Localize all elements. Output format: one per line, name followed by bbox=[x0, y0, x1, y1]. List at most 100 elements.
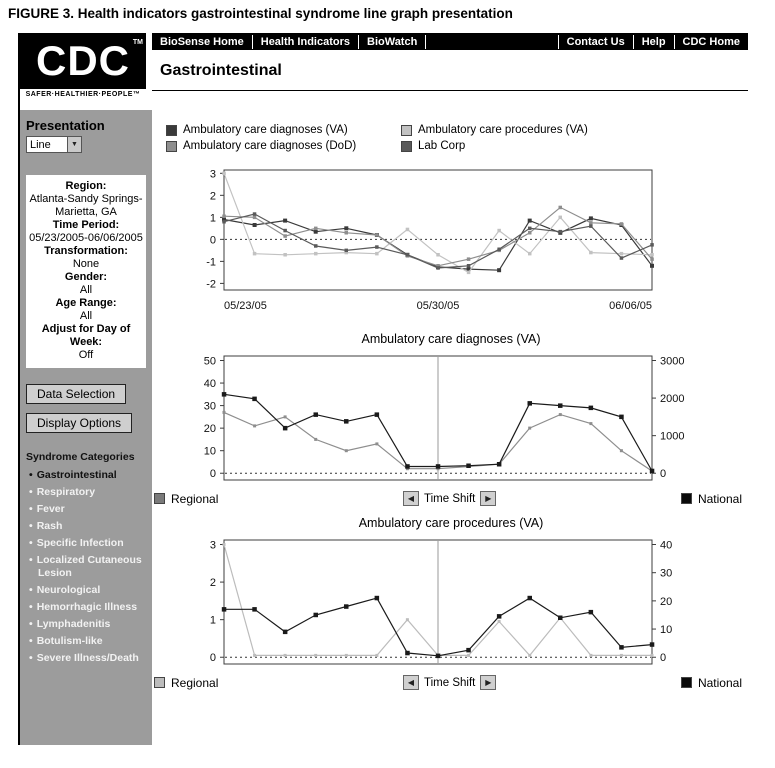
chevron-down-icon[interactable]: ▼ bbox=[67, 137, 81, 152]
category-respiratory[interactable]: • Respiratory bbox=[26, 486, 146, 499]
category-lymphadenitis[interactable]: • Lymphadenitis bbox=[26, 618, 146, 631]
marker-regional bbox=[283, 415, 287, 419]
marker-regional bbox=[467, 653, 471, 657]
nav-help[interactable]: Help bbox=[632, 34, 674, 49]
cdc-logo-tm: TM bbox=[132, 39, 143, 46]
marker-ambulatory-care-procedures-va bbox=[650, 253, 654, 257]
marker-national bbox=[527, 401, 532, 406]
figure-caption: FIGURE 3. Health indicators gastrointest… bbox=[8, 6, 513, 21]
time-shift-next-button[interactable]: ▶ bbox=[480, 675, 497, 690]
marker-national bbox=[558, 615, 563, 620]
marker-national bbox=[313, 612, 318, 618]
time-shift-prev-button[interactable]: ◀ bbox=[403, 675, 419, 690]
presentation-select-value: Line bbox=[30, 138, 51, 151]
marker-ambulatory-care-procedures-va bbox=[589, 250, 593, 255]
marker-ambulatory-care-diagnoses-dod bbox=[436, 264, 440, 268]
presentation-select[interactable]: Line ▼ bbox=[26, 136, 82, 153]
marker-regional bbox=[344, 449, 348, 453]
marker-regional bbox=[283, 653, 287, 657]
gender-label: Gender: bbox=[64, 271, 108, 283]
marker-lab-corp bbox=[436, 266, 440, 270]
legend-item-lab-corp: Lab Corp bbox=[401, 140, 750, 152]
y-tick-label: 40 bbox=[204, 378, 216, 390]
cdc-logo[interactable]: CDC TM bbox=[20, 33, 146, 89]
marker-regional bbox=[344, 653, 348, 657]
marker-ambulatory-care-diagnoses-dod bbox=[222, 214, 226, 218]
category-neurological[interactable]: • Neurological bbox=[26, 584, 146, 597]
marker-regional bbox=[528, 426, 532, 430]
y-tick-label: 3 bbox=[210, 540, 216, 552]
marker-national bbox=[466, 647, 471, 653]
time-shift-label: Time Shift bbox=[424, 676, 476, 689]
marker-ambulatory-care-diagnoses-dod bbox=[558, 205, 562, 210]
y-tick-label: 2000 bbox=[660, 393, 684, 405]
marker-national bbox=[496, 462, 502, 467]
marker-regional bbox=[405, 467, 409, 471]
marker-ambulatory-care-diagnoses-va bbox=[650, 263, 654, 268]
time-period-label: Time Period: bbox=[52, 219, 120, 231]
marker-national bbox=[282, 629, 288, 635]
time-shift-next-button[interactable]: ▶ bbox=[480, 491, 497, 506]
y-tick-label: 1 bbox=[210, 615, 216, 627]
marker-ambulatory-care-procedures-va bbox=[619, 251, 624, 256]
category-specific-infection[interactable]: • Specific Infection bbox=[26, 537, 146, 550]
marker-ambulatory-care-procedures-va bbox=[344, 250, 348, 255]
marker-ambulatory-care-procedures-va bbox=[222, 171, 226, 176]
y-tick-label: -1 bbox=[206, 256, 216, 268]
y-tick-label: 0 bbox=[660, 652, 666, 664]
y-tick-label: 0 bbox=[210, 468, 216, 480]
display-options-button[interactable]: Display Options bbox=[26, 413, 133, 433]
marker-ambulatory-care-diagnoses-va bbox=[252, 223, 257, 227]
marker-ambulatory-care-diagnoses-va bbox=[527, 218, 532, 223]
marker-ambulatory-care-diagnoses-va bbox=[222, 217, 226, 222]
y-tick-label: 30 bbox=[660, 568, 672, 580]
category-severe-illness-death[interactable]: • Severe Illness/Death bbox=[26, 652, 146, 665]
marker-national bbox=[282, 425, 288, 431]
logo-area: CDC TM SAFER·HEALTHIER·PEOPLE™ bbox=[20, 33, 152, 110]
age-range-label: Age Range: bbox=[55, 297, 117, 309]
nav-biosense-home[interactable]: BioSense Home bbox=[152, 34, 253, 49]
time-shift-control: ◀ Time Shift ▶ bbox=[218, 675, 681, 690]
category-fever[interactable]: • Fever bbox=[26, 503, 146, 516]
marker-ambulatory-care-procedures-va bbox=[528, 251, 532, 256]
marker-lab-corp bbox=[252, 212, 257, 216]
marker-national bbox=[558, 403, 563, 408]
y-tick-label: 20 bbox=[204, 423, 216, 435]
category-gastrointestinal[interactable]: • Gastrointestinal bbox=[26, 469, 146, 482]
legend-label: Ambulatory care diagnoses (DoD) bbox=[183, 140, 357, 152]
bullet-icon: • bbox=[29, 635, 33, 647]
bullet-icon: • bbox=[29, 618, 33, 630]
marker-national bbox=[405, 464, 410, 469]
marker-ambulatory-care-procedures-va bbox=[283, 253, 287, 257]
marker-ambulatory-care-diagnoses-va bbox=[497, 268, 502, 273]
category-localized-cutaneous-lesion[interactable]: • Localized Cutaneous Lesion bbox=[26, 554, 146, 580]
marker-ambulatory-care-diagnoses-dod bbox=[466, 257, 471, 261]
marker-national bbox=[588, 609, 594, 615]
nav-contact-us[interactable]: Contact Us bbox=[557, 34, 633, 49]
marker-ambulatory-care-diagnoses-dod bbox=[619, 222, 624, 226]
national-legend: National bbox=[680, 676, 742, 690]
category-rash[interactable]: • Rash bbox=[26, 520, 146, 533]
marker-regional bbox=[405, 618, 409, 622]
marker-national bbox=[344, 604, 349, 609]
category-hemorrhagic-illness[interactable]: • Hemorrhagic Illness bbox=[26, 601, 146, 614]
bullet-icon: • bbox=[29, 584, 33, 596]
category-botulism-like[interactable]: • Botulism-like bbox=[26, 635, 146, 648]
marker-national bbox=[527, 595, 532, 601]
marker-regional bbox=[528, 653, 532, 657]
marker-ambulatory-care-diagnoses-va bbox=[466, 267, 471, 272]
regional-swatch bbox=[154, 493, 165, 504]
time-shift-prev-button[interactable]: ◀ bbox=[403, 491, 419, 506]
legend-swatch bbox=[401, 140, 412, 152]
nav-health-indicators[interactable]: Health Indicators bbox=[253, 34, 359, 49]
nav-cdc-home[interactable]: CDC Home bbox=[673, 34, 748, 49]
cdc-tagline: SAFER·HEALTHIER·PEOPLE™ bbox=[25, 91, 141, 98]
data-selection-button[interactable]: Data Selection bbox=[26, 384, 127, 404]
marker-national bbox=[405, 650, 410, 656]
marker-regional bbox=[619, 653, 623, 657]
marker-regional bbox=[436, 467, 440, 471]
title-block: Gastrointestinal bbox=[152, 50, 748, 91]
nav-biowatch[interactable]: BioWatch bbox=[359, 34, 427, 49]
bullet-icon: • bbox=[29, 486, 33, 498]
